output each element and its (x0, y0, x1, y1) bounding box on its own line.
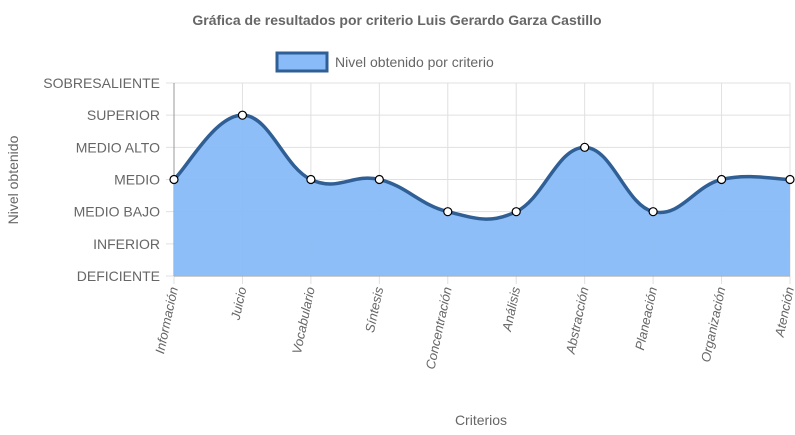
x-tick-label: Abstracción (563, 286, 592, 357)
y-axis: DEFICIENTE INFERIOR MEDIO BAJO MEDIO MEDIO A… (43, 75, 160, 284)
y-tick-label: MEDIO (114, 172, 160, 188)
y-axis-label: Nivel obtenido (5, 135, 21, 224)
y-tick-label: MEDIO BAJO (74, 204, 160, 220)
x-tick-label: Información (152, 286, 181, 356)
x-tick-label: Atención (772, 286, 795, 340)
x-tick-label: Concentración (423, 286, 455, 371)
x-tick-label: Vocabulario (289, 286, 318, 356)
data-point[interactable] (443, 207, 453, 217)
data-point[interactable] (648, 207, 658, 217)
x-tick-label: Análisis (499, 285, 523, 333)
data-point[interactable] (580, 142, 590, 152)
x-tick-label: Juicio (228, 286, 250, 323)
x-tick-label: Síntesis (362, 285, 386, 334)
data-points (169, 110, 795, 217)
plot-area (172, 113, 791, 277)
x-tick-label: Organización (698, 286, 729, 364)
y-tick-label: DEFICIENTE (77, 268, 160, 284)
x-tick-label: Planeación (632, 286, 660, 352)
data-point[interactable] (511, 207, 521, 217)
legend-label: Nivel obtenido por criterio (335, 54, 494, 70)
y-tick-label: MEDIO ALTO (76, 139, 160, 155)
legend-swatch (275, 51, 329, 73)
series-area-fill (174, 115, 790, 277)
y-tick-label: INFERIOR (93, 236, 160, 252)
data-point[interactable] (169, 174, 179, 185)
chart-title: Gráfica de resultados por criterio Luis … (192, 12, 601, 28)
data-point[interactable] (306, 174, 316, 185)
data-point[interactable] (785, 174, 795, 185)
y-tick-label: SOBRESALIENTE (43, 75, 160, 91)
data-point[interactable] (374, 174, 384, 185)
legend[interactable]: Nivel obtenido por criterio (275, 51, 494, 73)
series-line (172, 113, 791, 221)
x-axis-label: Criterios (455, 412, 507, 428)
x-axis: Información Juicio Vocabulario Síntesis Conc… (152, 285, 795, 371)
data-point[interactable] (237, 110, 248, 120)
y-tick-label: SUPERIOR (87, 107, 160, 123)
data-point[interactable] (716, 174, 727, 185)
